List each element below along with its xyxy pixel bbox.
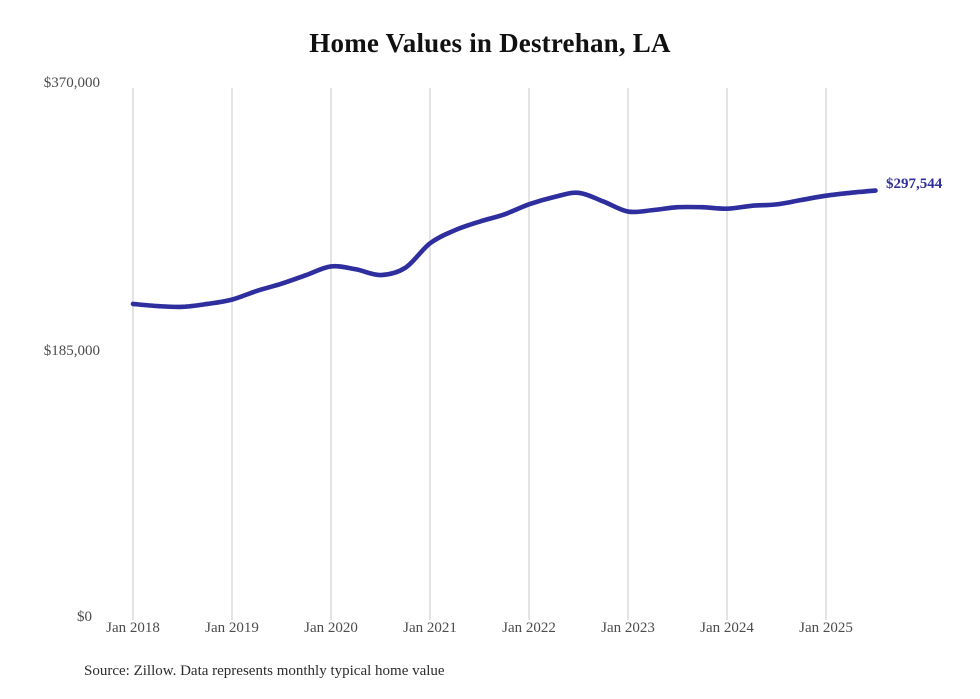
y-axis-tick-bottom: $0	[77, 609, 92, 625]
end-value-label: $297,544	[886, 176, 943, 192]
x-axis-tick-jan-2025: Jan 2025	[799, 620, 853, 636]
y-axis-tick-middle: $185,000	[43, 343, 100, 359]
x-axis-tick-jan-2022: Jan 2022	[502, 620, 556, 636]
x-axis-tick-jan-2021: Jan 2021	[403, 620, 457, 636]
x-axis-tick-jan-2024: Jan 2024	[700, 620, 754, 636]
gridlines	[132, 88, 827, 620]
x-axis-tick-jan-2019: Jan 2019	[205, 620, 259, 636]
x-axis-tick-jan-2020: Jan 2020	[304, 620, 358, 636]
x-axis-tick-jan-2018: Jan 2018	[106, 620, 160, 636]
chart-title: Home Values in Destrehan, LA	[309, 28, 671, 58]
x-axis-tick-jan-2023: Jan 2023	[601, 620, 655, 636]
value-line-path	[130, 188, 878, 310]
y-axis-tick-top: $370,000	[43, 75, 100, 91]
source-footnote: Source: Zillow. Data represents monthly …	[84, 663, 445, 679]
